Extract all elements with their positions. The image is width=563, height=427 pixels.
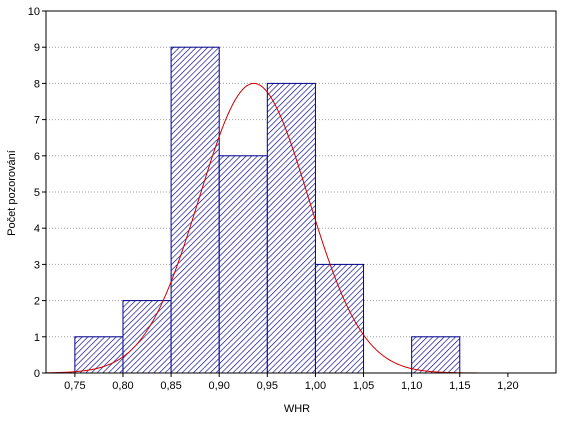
histogram-bars <box>74 46 461 374</box>
y-tick-label: 5 <box>34 187 40 199</box>
x-tick-label: 1,05 <box>353 380 374 392</box>
histogram-bar <box>411 336 461 374</box>
x-tick-label: 0,75 <box>64 380 85 392</box>
y-tick-label: 10 <box>28 6 40 18</box>
x-tick-label: 0,80 <box>112 380 133 392</box>
histogram-bar <box>266 82 316 374</box>
histogram-bar <box>218 155 268 374</box>
x-tick-label: 1,10 <box>401 380 422 392</box>
x-tick-label: 0,90 <box>208 380 229 392</box>
y-tick-label: 7 <box>34 115 40 127</box>
normal-fit-curve <box>45 82 508 374</box>
tick-labels: 0 1 2 3 4 5 6 7 8 9 10 0,75 0,80 0,85 0,90 0,95 1,00 1,05… <box>28 6 519 392</box>
x-tick-label: 0,95 <box>257 380 278 392</box>
y-tick-label: 4 <box>34 223 40 235</box>
y-tick-label: 0 <box>34 368 40 380</box>
x-tick-label: 1,00 <box>305 380 326 392</box>
x-axis-label: WHR <box>284 403 310 415</box>
y-tick-label: 8 <box>34 78 40 90</box>
histogram-bar <box>314 263 365 374</box>
y-tick-label: 3 <box>34 259 40 271</box>
normal-curve-layer <box>45 82 508 374</box>
y-tick-label: 1 <box>34 332 40 344</box>
x-tick-label: 1,20 <box>497 380 518 392</box>
y-tick-label: 2 <box>34 296 40 308</box>
y-axis-label: Počet pozorování <box>6 150 18 236</box>
x-tick-label: 0,85 <box>160 380 181 392</box>
histogram-bar <box>122 300 172 374</box>
y-tick-label: 6 <box>34 151 40 163</box>
y-tick-label: 9 <box>34 42 40 54</box>
x-tick-label: 1,15 <box>449 380 470 392</box>
